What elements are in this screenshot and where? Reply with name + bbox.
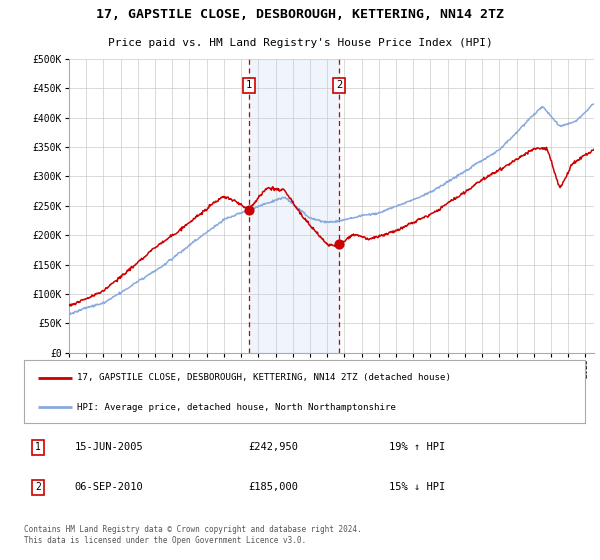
Text: 2: 2 xyxy=(35,482,41,492)
Bar xyxy=(249,59,339,353)
Text: 17, GAPSTILE CLOSE, DESBOROUGH, KETTERING, NN14 2TZ (detached house): 17, GAPSTILE CLOSE, DESBOROUGH, KETTERIN… xyxy=(77,373,451,382)
Text: 15-JUN-2005: 15-JUN-2005 xyxy=(74,442,143,452)
Point xyxy=(244,206,254,214)
Text: £185,000: £185,000 xyxy=(248,482,298,492)
Text: 06-SEP-2010: 06-SEP-2010 xyxy=(74,482,143,492)
Text: 1: 1 xyxy=(246,80,252,90)
Text: 17, GAPSTILE CLOSE, DESBOROUGH, KETTERING, NN14 2TZ: 17, GAPSTILE CLOSE, DESBOROUGH, KETTERIN… xyxy=(96,8,504,21)
Point xyxy=(334,240,344,249)
Text: 1: 1 xyxy=(35,442,41,452)
Text: 15% ↓ HPI: 15% ↓ HPI xyxy=(389,482,445,492)
Text: 2: 2 xyxy=(336,80,342,90)
Text: 19% ↑ HPI: 19% ↑ HPI xyxy=(389,442,445,452)
Text: HPI: Average price, detached house, North Northamptonshire: HPI: Average price, detached house, Nort… xyxy=(77,403,396,412)
Text: £242,950: £242,950 xyxy=(248,442,298,452)
Text: Contains HM Land Registry data © Crown copyright and database right 2024.
This d: Contains HM Land Registry data © Crown c… xyxy=(24,525,362,545)
Text: Price paid vs. HM Land Registry's House Price Index (HPI): Price paid vs. HM Land Registry's House … xyxy=(107,38,493,48)
